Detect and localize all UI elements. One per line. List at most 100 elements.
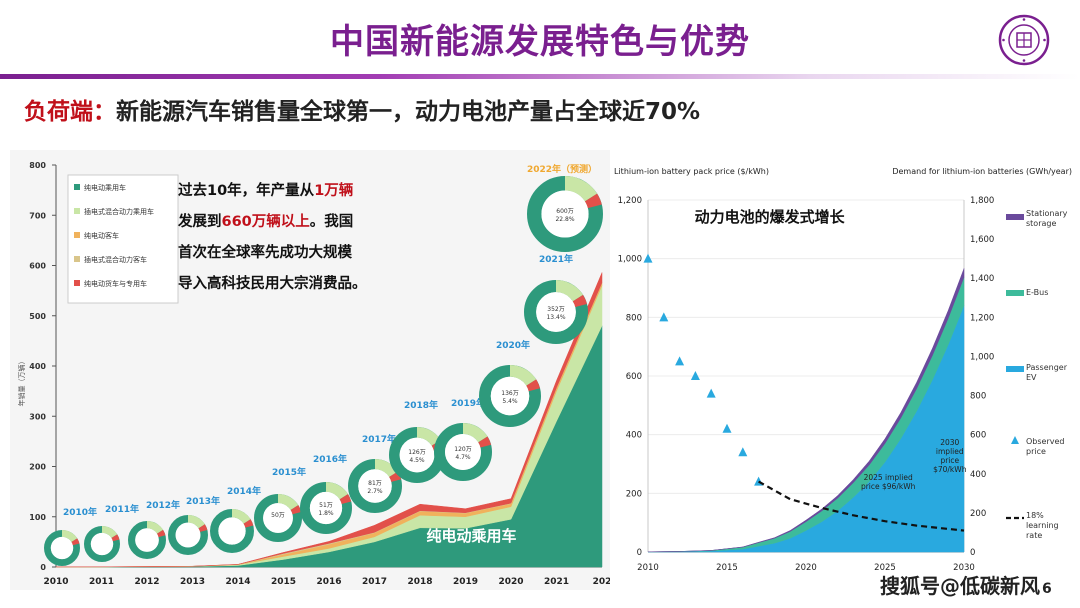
donut-year-label: 2018年 (404, 399, 438, 411)
y-tick-label: 400 (29, 362, 46, 371)
y-axis-right-label: Demand for lithium-ion batteries (GWh/ye… (892, 167, 1072, 176)
price-point (675, 356, 685, 366)
callout-highlight: 660万辆以上 (222, 212, 311, 230)
donut-year-label: 2015年 (272, 466, 306, 478)
donut-segment-truck (253, 493, 302, 542)
x-tick-label: 2017 (362, 577, 387, 587)
annotation-line: 2025 implied (864, 473, 913, 482)
donut-year-label: 2012年 (146, 499, 180, 511)
y-tick-right: 200 (970, 509, 986, 519)
y-tick-left: 1,000 (618, 255, 642, 265)
callout-line-1: 过去10年，年产量从1万辆 (178, 181, 354, 199)
donut-year-label: 2021年 (539, 253, 573, 265)
x-tick-label: 2020 (795, 563, 817, 573)
battery-growth-chart: Lithium-ion battery pack price ($/kWh) De… (614, 167, 1072, 573)
donut-percent: 5.4% (502, 398, 518, 405)
x-tick-label: 2015 (716, 563, 738, 573)
y-tick-label: 100 (29, 513, 46, 522)
y-tick-left: 1,200 (618, 196, 642, 206)
legend-swatch (74, 184, 80, 190)
donut-2010 (43, 530, 81, 567)
donut-value: 81万 (368, 480, 382, 487)
legend-label: 插电式混合动力乘用车 (84, 207, 154, 216)
legend-label-ebus: E-Bus (1026, 288, 1048, 297)
donut-center (218, 517, 246, 545)
annotation-line: 2030 (940, 438, 959, 447)
donut-center (541, 190, 589, 238)
subtitle-text: 新能源汽车销售量全球第一，动力电池产量占全球近70% (116, 99, 701, 125)
donut-center (445, 434, 481, 470)
x-tick-label: 2019 (453, 577, 478, 587)
y-axis-label: 年销量（万辆） (17, 358, 26, 407)
legend-label: 插电式混合动力客车 (84, 255, 147, 264)
donut-segment-truck (434, 423, 493, 482)
donut-segment-phev (44, 530, 81, 567)
annotation-2025: 2025 implied price $96/kWh (861, 473, 916, 491)
callout-line-4: 导入高科技民用大宗消费品。 (178, 274, 367, 292)
y-tick-label: 300 (29, 412, 46, 421)
y-tick-label: 0 (40, 563, 46, 572)
legend-swatch (74, 232, 80, 238)
donut-2014 (209, 508, 254, 554)
x-tick-label: 2010 (43, 577, 68, 587)
x-tick-label: 2020 (498, 577, 523, 587)
donut-segment-phev (348, 458, 403, 513)
title-underline (0, 74, 1080, 79)
donut-year-label: 2016年 (313, 453, 347, 465)
legend-swatch-passenger-ev (1006, 366, 1024, 372)
legend-label-observed-price-2: price (1026, 447, 1046, 456)
donut-2012 (127, 520, 167, 559)
legend-label: 纯电动货车与专用车 (84, 279, 147, 288)
chart-title: 动力电池的爆发式增长 (695, 208, 846, 226)
donut-segment-phev (478, 364, 542, 427)
donut-center (263, 503, 293, 533)
donut-value: 50万 (271, 512, 285, 519)
donut-segment-truck (44, 530, 81, 567)
donut-year-label: 2017年 (362, 433, 396, 445)
donut-value: 51万 (319, 502, 333, 509)
band-label: 纯电动乘用车 (426, 527, 516, 545)
donut-ring (526, 176, 603, 253)
donut-year-label: 2013年 (186, 495, 220, 507)
y-tick-right: 0 (970, 548, 975, 558)
legend-box (67, 174, 179, 304)
donut-value: 136万 (501, 390, 518, 397)
y-tick-label: 600 (29, 262, 46, 271)
x-tick-label: 202 (593, 577, 610, 587)
donut-center (490, 376, 530, 416)
legend-label-learning-rate: 18% (1026, 511, 1044, 520)
university-seal-icon (998, 14, 1050, 66)
y-tick-label: 500 (29, 312, 46, 321)
donut-segment-phev (300, 481, 353, 534)
donut-year-label: 2010年 (63, 506, 97, 518)
donut-percent: 4.7% (455, 454, 471, 461)
donut-percent: 22.8% (555, 216, 574, 223)
donut-segment-phev (389, 426, 446, 483)
y-tick-label: 800 (29, 161, 46, 170)
donut-segment-phev (127, 520, 166, 559)
y-tick-right: 1,800 (970, 196, 994, 206)
watermark: 搜狐号@低碳新风 6 (880, 570, 1052, 599)
donut-percent: 2.7% (367, 488, 383, 495)
donut-center (309, 491, 343, 525)
donut-center (50, 536, 74, 560)
price-point (690, 371, 700, 380)
price-point (722, 423, 732, 433)
subtitle-label: 负荷端： (24, 99, 116, 125)
donut-percent: 13.4% (546, 314, 565, 321)
donut-center (90, 532, 114, 556)
y-axis-left-label: Lithium-ion battery pack price ($/kWh) (614, 167, 769, 176)
donut-2015: 50万 (253, 493, 302, 543)
demand-area-1 (647, 305, 965, 553)
price-point (659, 312, 669, 322)
legend-label: 纯电动乘用车 (84, 183, 126, 192)
legend-label-passenger-ev-2: EV (1026, 373, 1037, 382)
callout-text: 。我国 (310, 213, 354, 230)
y-tick-right: 1,200 (970, 313, 994, 323)
donut-segment-truck (300, 482, 353, 535)
y-tick-label: 200 (29, 463, 46, 472)
donut-segment-truck (479, 364, 542, 427)
demand-area-3 (647, 268, 965, 553)
legend-swatch-observed-price (1011, 436, 1019, 444)
